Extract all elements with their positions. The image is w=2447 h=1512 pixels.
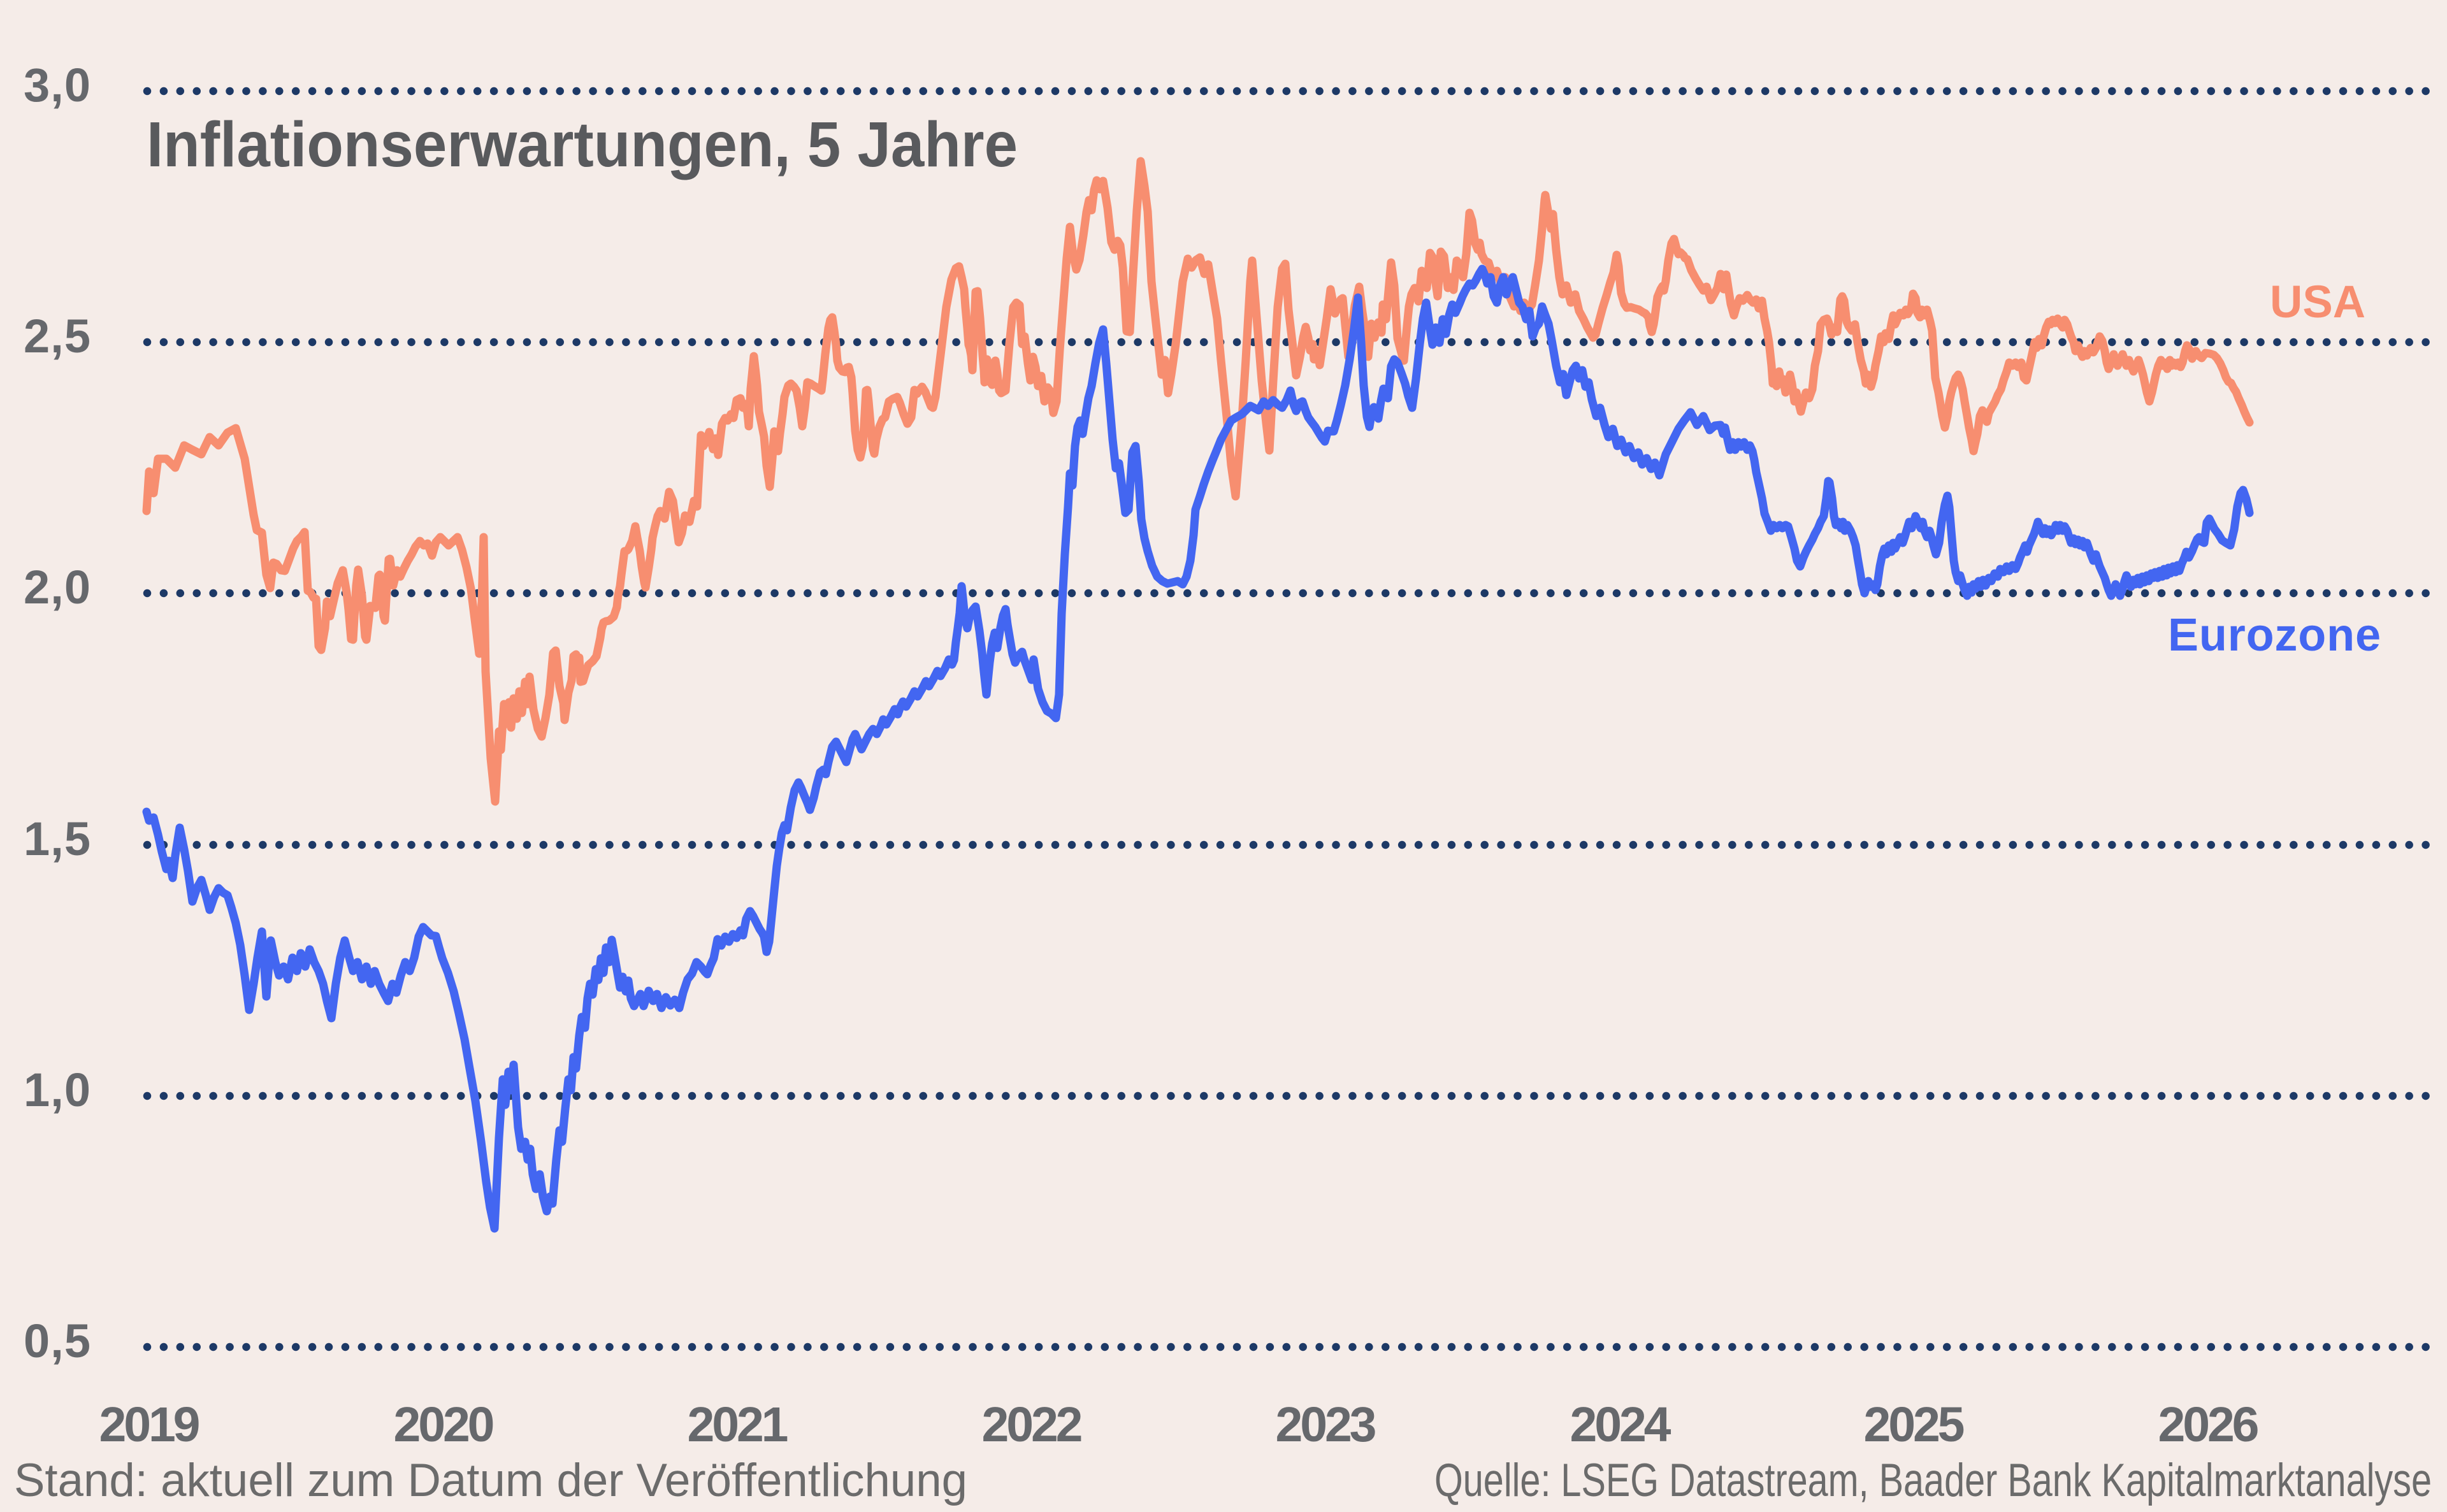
svg-text:2021: 2021 xyxy=(688,1397,789,1452)
svg-text:2024: 2024 xyxy=(1570,1397,1671,1452)
svg-text:0,5: 0,5 xyxy=(24,1314,90,1367)
svg-text:Quelle: LSEG Datastream, Baade: Quelle: LSEG Datastream, Baader Bank Kap… xyxy=(1434,1455,2432,1506)
svg-text:2,5: 2,5 xyxy=(24,310,90,363)
svg-text:2020: 2020 xyxy=(394,1397,495,1452)
svg-text:1,0: 1,0 xyxy=(24,1063,90,1116)
svg-text:1,5: 1,5 xyxy=(24,812,90,865)
svg-text:2,0: 2,0 xyxy=(24,561,90,614)
svg-text:Eurozone: Eurozone xyxy=(2168,610,2381,661)
svg-text:2022: 2022 xyxy=(982,1397,1083,1452)
svg-text:3,0: 3,0 xyxy=(24,59,90,112)
svg-text:2025: 2025 xyxy=(1864,1397,1965,1452)
svg-text:Stand: aktuell zum Datum der V: Stand: aktuell zum Datum der Veröffentli… xyxy=(14,1455,967,1506)
svg-text:USA: USA xyxy=(2270,277,2365,328)
svg-text:Inflationserwartungen, 5 Jahre: Inflationserwartungen, 5 Jahre xyxy=(147,109,1018,180)
svg-text:2023: 2023 xyxy=(1276,1397,1377,1452)
svg-text:2019: 2019 xyxy=(99,1397,201,1452)
svg-text:2026: 2026 xyxy=(2158,1397,2260,1452)
